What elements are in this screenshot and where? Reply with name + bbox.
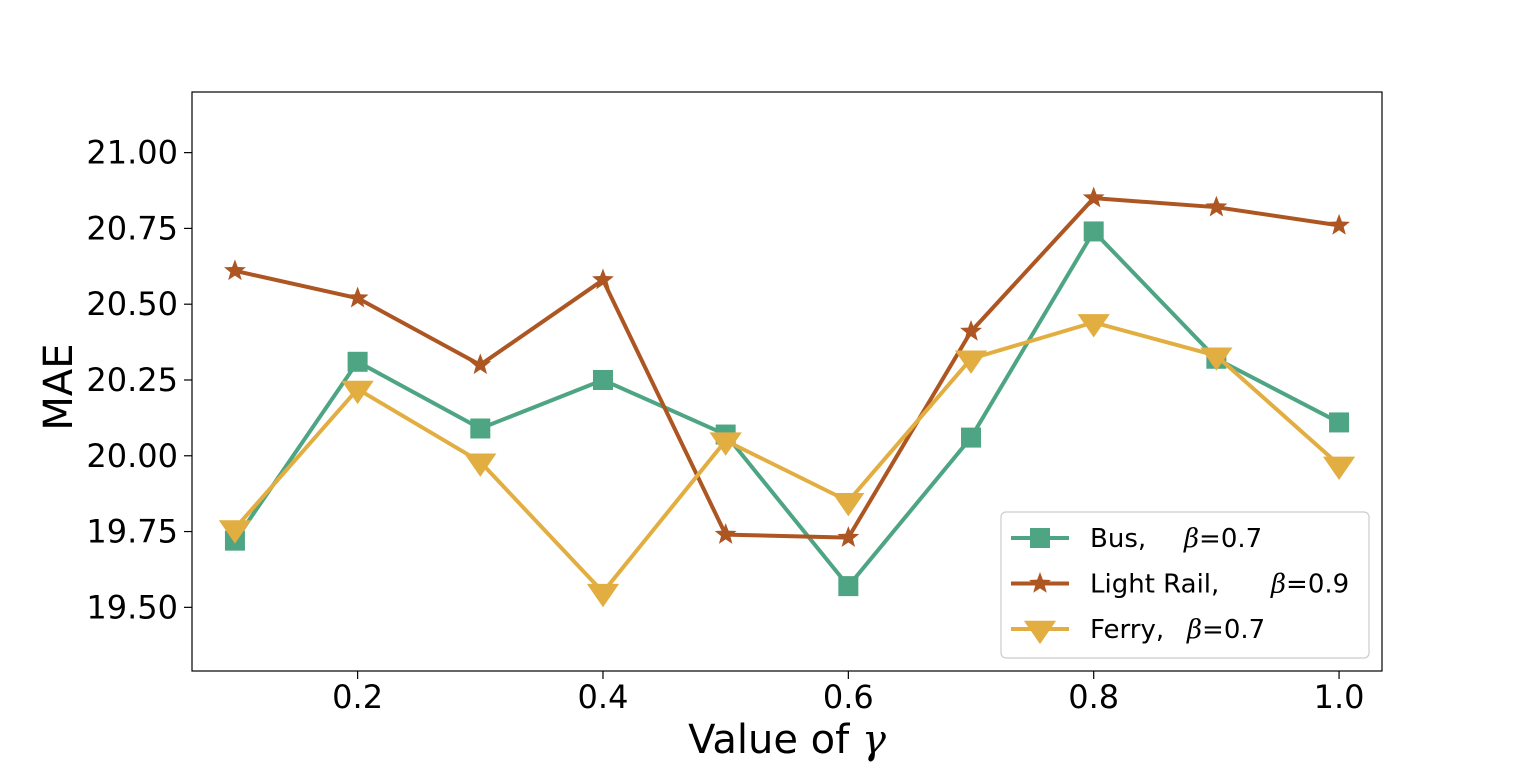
data-point-light-rail (592, 268, 614, 290)
data-point-light-rail (960, 319, 982, 341)
legend-beta-value: =0.9 (1286, 570, 1349, 600)
legend-beta: β=0.7 (1183, 524, 1262, 554)
legend-marker (1023, 620, 1057, 645)
x-tick-label: 0.2 (332, 678, 383, 716)
data-point-light-rail (469, 353, 492, 375)
legend-entry-ferry: Ferry, β=0.7 (1011, 615, 1265, 645)
x-axis-title-text: Value of (688, 717, 850, 763)
data-point-ferry (464, 453, 497, 477)
series-line-bus (233, 229, 1340, 589)
legend-box (1000, 511, 1370, 659)
legend-beta-symbol: β (1270, 570, 1286, 600)
data-point-light-rail (1205, 195, 1228, 217)
legend-beta-symbol: β (1183, 524, 1199, 554)
ticks-layer: 0.2 0.4 0.6 0.8 1.0 19.50 19.75 20.00 20.25 20.50… (86, 134, 1364, 716)
data-point-bus (1083, 221, 1104, 242)
x-tick-label: 1.0 (1314, 678, 1365, 716)
data-point-light-rail (346, 286, 369, 308)
y-tick-label: 20.25 (86, 361, 178, 399)
y-tick-label: 20.00 (86, 437, 178, 475)
data-point-bus (470, 418, 491, 439)
data-point-ferry (1200, 347, 1233, 371)
series-layer (218, 186, 1356, 608)
y-axis-title: MAE (36, 343, 82, 430)
legend-beta-symbol: β (1186, 615, 1202, 645)
data-point-ferry (341, 380, 374, 405)
legend-beta-value: =0.7 (1202, 615, 1265, 645)
data-point-bus (347, 351, 368, 372)
legend-beta: β=0.9 (1270, 570, 1349, 600)
data-point-light-rail (224, 259, 246, 281)
x-tick-label: 0.4 (578, 678, 629, 716)
data-point-bus (1329, 412, 1350, 433)
data-point-ferry (586, 583, 620, 608)
data-point-bus (961, 427, 982, 448)
series-line-ferry (233, 320, 1341, 595)
legend-marker (1029, 572, 1051, 593)
series-line-light-rail (234, 196, 1340, 540)
x-tick-label: 0.8 (1068, 678, 1119, 716)
y-tick-label: 19.75 (86, 513, 178, 551)
legend-label: Ferry, (1090, 615, 1164, 645)
legend-label: Bus, (1090, 524, 1146, 554)
data-point-bus (592, 369, 613, 390)
data-point-light-rail (714, 523, 737, 544)
data-point-ferry (709, 432, 742, 456)
series-ferry (218, 314, 1356, 608)
x-axis-title: Value of γ (688, 717, 886, 763)
data-point-ferry (218, 520, 252, 544)
x-tick-label: 0.6 (823, 678, 874, 716)
y-tick-label: 19.50 (86, 588, 178, 626)
plot-frame (191, 91, 1383, 672)
data-point-light-rail (837, 526, 860, 547)
series-light-rail (224, 186, 1350, 547)
legend-entry-bus: Bus, β=0.7 (1011, 524, 1262, 554)
data-point-ferry (954, 350, 988, 374)
legend-beta-value: =0.7 (1199, 524, 1262, 554)
legend-marker (1030, 528, 1050, 548)
data-point-bus (838, 576, 859, 597)
series-bus (224, 221, 1350, 597)
y-tick-label: 21.00 (86, 134, 178, 172)
data-point-ferry (1077, 314, 1110, 338)
data-point-light-rail (1082, 186, 1105, 208)
legend-label: Light Rail, (1090, 570, 1219, 600)
y-tick-label: 20.75 (86, 209, 178, 247)
data-point-ferry (832, 492, 865, 517)
y-tick-label: 20.50 (86, 285, 178, 323)
legend-entry-light-rail: Light Rail, β=0.9 (1011, 570, 1349, 600)
data-point-light-rail (1328, 213, 1350, 235)
x-axis-title-symbol: γ (862, 717, 886, 763)
data-point-ferry (1322, 456, 1356, 480)
legend-beta: β=0.7 (1186, 615, 1265, 645)
